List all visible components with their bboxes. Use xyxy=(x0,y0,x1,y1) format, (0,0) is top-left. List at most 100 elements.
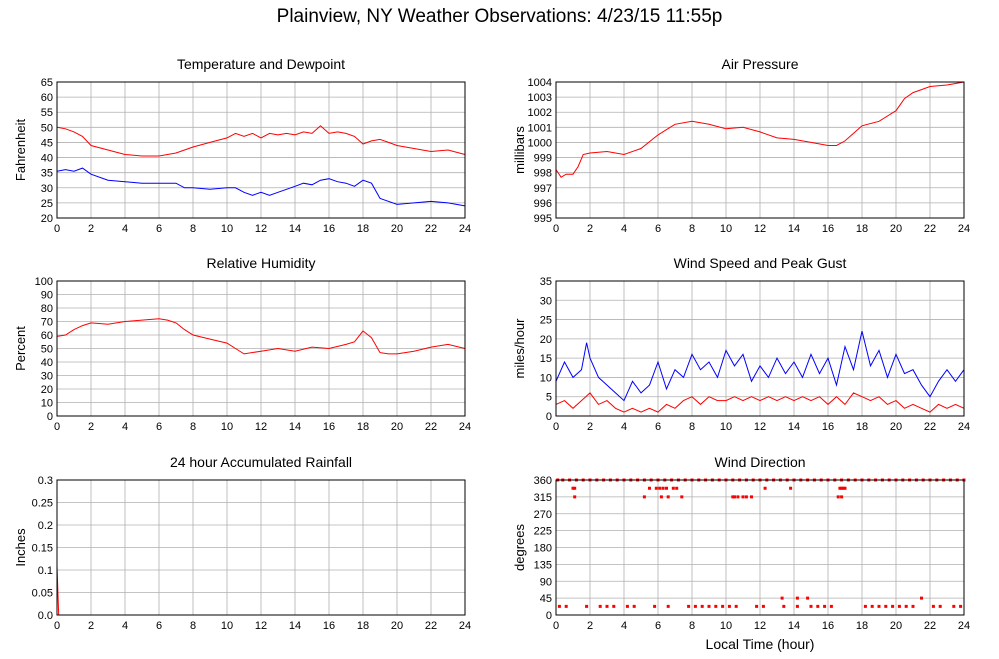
x-tick-label: 8 xyxy=(689,421,695,433)
y-tick-label: 35 xyxy=(41,168,53,180)
x-tick-label: 22 xyxy=(425,620,437,632)
data-point xyxy=(632,604,636,608)
x-tick-label: 24 xyxy=(958,620,970,632)
x-tick-label: 14 xyxy=(289,223,301,235)
x-tick-label: 12 xyxy=(754,620,766,632)
data-point xyxy=(763,486,767,490)
x-tick-label: 16 xyxy=(822,223,834,235)
x-tick-label: 22 xyxy=(425,223,437,235)
y-axis-label: degrees xyxy=(512,524,527,571)
x-tick-label: 6 xyxy=(156,421,162,433)
x-tick-label: 12 xyxy=(255,421,267,433)
chart-direction: 0 2 4 6 8 10 12 14 16 18 20 22 240459013518022527031… xyxy=(512,454,970,652)
x-tick-label: 4 xyxy=(621,223,627,235)
data-point xyxy=(789,486,793,490)
y-tick-label: 0.3 xyxy=(38,475,53,487)
data-point xyxy=(938,604,942,608)
x-tick-label: 14 xyxy=(289,421,301,433)
y-tick-label: 135 xyxy=(534,559,552,571)
plot-frame xyxy=(555,280,965,417)
chart-title: Relative Humidity xyxy=(207,255,316,271)
y-tick-label: 999 xyxy=(534,153,552,165)
y-axis-label: millibars xyxy=(512,126,527,174)
x-tick-label: 18 xyxy=(357,223,369,235)
x-tick-label: 4 xyxy=(122,620,128,632)
y-tick-label: 60 xyxy=(41,92,53,104)
y-tick-label: 30 xyxy=(41,183,53,195)
x-tick-label: 2 xyxy=(587,421,593,433)
x-tick-label: 4 xyxy=(621,620,627,632)
data-point xyxy=(642,495,646,499)
x-tick-label: 18 xyxy=(856,223,868,235)
y-tick-label: 55 xyxy=(41,107,53,119)
data-point xyxy=(823,604,827,608)
data-point xyxy=(659,495,663,499)
data-point xyxy=(840,486,844,490)
x-tick-label: 12 xyxy=(255,620,267,632)
x-tick-label: 2 xyxy=(88,223,94,235)
data-point xyxy=(693,604,697,608)
x-tick-label: 24 xyxy=(459,620,471,632)
x-tick-label: 20 xyxy=(890,421,902,433)
x-tick-label: 2 xyxy=(587,223,593,235)
x-tick-label: 8 xyxy=(689,223,695,235)
y-tick-label: 0.05 xyxy=(32,588,53,600)
x-tick-label: 16 xyxy=(822,421,834,433)
x-tick-label: 6 xyxy=(156,620,162,632)
x-tick-label: 14 xyxy=(788,421,800,433)
x-tick-label: 2 xyxy=(88,421,94,433)
chart-title: Temperature and Dewpoint xyxy=(177,56,345,72)
data-point xyxy=(780,596,784,600)
x-tick-label: 4 xyxy=(122,223,128,235)
x-tick-label: 16 xyxy=(822,620,834,632)
x-tick-label: 6 xyxy=(655,223,661,235)
y-tick-label: 0.2 xyxy=(38,520,53,532)
x-tick-label: 10 xyxy=(720,620,732,632)
data-point xyxy=(870,604,874,608)
y-tick-label: 90 xyxy=(540,576,552,588)
data-point xyxy=(573,486,577,490)
x-tick-label: 8 xyxy=(190,620,196,632)
data-point xyxy=(755,604,759,608)
x-tick-label: 0 xyxy=(54,421,60,433)
x-tick-label: 20 xyxy=(391,223,403,235)
chart-title: Wind Speed and Peak Gust xyxy=(674,255,847,271)
y-tick-label: 30 xyxy=(41,371,53,383)
chart-humidity: 0 2 4 6 8 10 12 14 16 18 20 22 240102030405060708090… xyxy=(13,255,471,433)
data-point xyxy=(598,604,602,608)
data-point xyxy=(653,604,657,608)
y-tick-label: 5 xyxy=(546,392,552,404)
y-axis-label: Percent xyxy=(13,326,28,371)
y-tick-label: 270 xyxy=(534,509,552,521)
y-tick-label: 25 xyxy=(41,198,53,210)
data-point xyxy=(654,486,658,490)
data-point xyxy=(687,604,691,608)
x-tick-label: 16 xyxy=(323,223,335,235)
y-tick-label: 25 xyxy=(540,315,552,327)
x-tick-label: 24 xyxy=(459,421,471,433)
data-point xyxy=(904,604,908,608)
series-line xyxy=(555,392,965,413)
data-point xyxy=(665,486,668,490)
y-tick-label: 20 xyxy=(540,334,552,346)
data-point xyxy=(564,604,568,608)
data-point xyxy=(700,604,704,608)
data-point xyxy=(658,486,662,490)
x-tick-label: 18 xyxy=(856,421,868,433)
y-tick-label: 45 xyxy=(41,137,53,149)
x-tick-label: 20 xyxy=(890,620,902,632)
x-tick-label: 18 xyxy=(357,620,369,632)
x-tick-label: 24 xyxy=(459,223,471,235)
data-point xyxy=(666,604,670,608)
y-tick-label: 0 xyxy=(546,411,552,423)
data-point xyxy=(840,495,844,499)
y-tick-label: 1003 xyxy=(528,92,552,104)
x-tick-label: 0 xyxy=(553,421,559,433)
data-point xyxy=(836,495,840,499)
x-tick-label: 22 xyxy=(425,421,437,433)
data-point xyxy=(707,604,711,608)
data-point xyxy=(671,486,675,490)
x-tick-label: 6 xyxy=(156,223,162,235)
series-line xyxy=(56,125,466,157)
y-tick-label: 60 xyxy=(41,330,53,342)
